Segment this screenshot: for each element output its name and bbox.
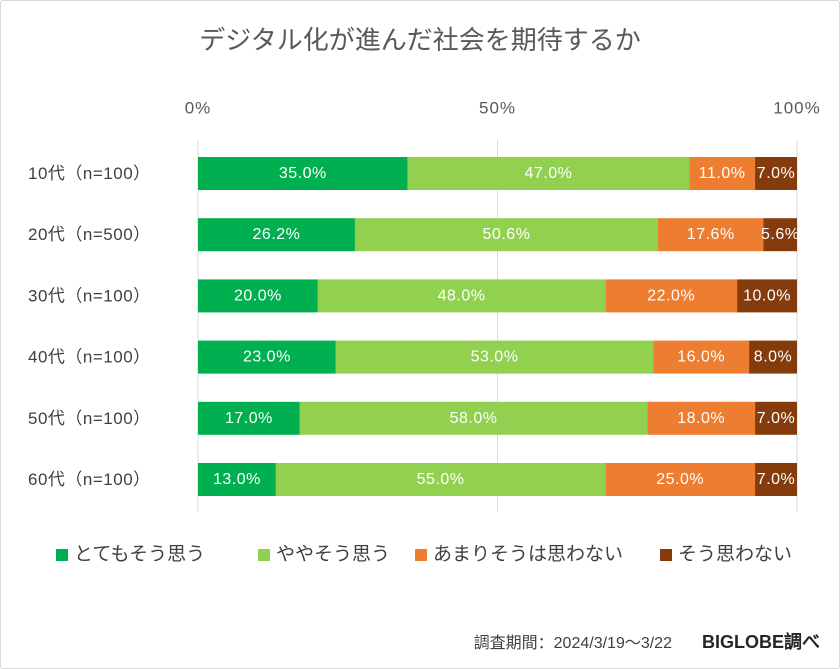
bar-segment xyxy=(275,463,606,496)
data-label: 11.0% xyxy=(699,165,746,182)
category-labels: 10代（n=100） 20代（n=500） 30代（n=100） 40代（n=100）… xyxy=(28,164,151,489)
data-label: 7.0% xyxy=(757,410,795,427)
legend-label: あまりそうは思わない xyxy=(433,544,624,565)
data-label: 55.0% xyxy=(417,471,465,488)
legend-item: そう思わない xyxy=(660,543,792,567)
bars xyxy=(198,157,797,496)
x-tick-label: 50% xyxy=(479,99,516,118)
bar-segment xyxy=(755,463,797,496)
data-label: 7.0% xyxy=(757,165,795,182)
bar-segment xyxy=(198,279,318,313)
bar-segment xyxy=(198,218,355,252)
data-label: 16.0% xyxy=(677,349,725,366)
x-axis-ticks: 0% 50% 100% xyxy=(185,99,820,118)
bar-segment xyxy=(335,340,654,374)
bar-segment xyxy=(354,218,659,252)
data-label: 5.6% xyxy=(761,226,799,243)
data-label: 17.0% xyxy=(225,410,273,427)
data-label: 10.0% xyxy=(743,287,791,304)
data-label: 58.0% xyxy=(450,410,498,427)
legend-label: とてもそう思う xyxy=(74,544,206,565)
bar-segment xyxy=(755,157,797,190)
legend-swatch xyxy=(56,549,68,561)
data-label: 20.0% xyxy=(234,287,282,304)
data-label: 13.0% xyxy=(213,471,261,488)
bar-segment xyxy=(647,401,756,435)
category-label: 10代（n=100） xyxy=(28,164,151,183)
bar-segment xyxy=(755,401,797,435)
bar-segment xyxy=(198,463,276,496)
survey-period: 調査期間：2024/3/19～3/22 xyxy=(473,635,672,652)
bar-segment xyxy=(299,401,648,435)
data-label: 23.0% xyxy=(243,349,291,366)
data-label: 25.0% xyxy=(656,471,704,488)
legend-item: とてもそう思う xyxy=(56,543,205,567)
x-tick-label: 100% xyxy=(773,99,820,118)
data-label: 35.0% xyxy=(279,165,327,182)
legend-swatch xyxy=(258,549,270,561)
chart-title: デジタル化が進んだ社会を期待するか xyxy=(199,25,641,55)
legend-item: ややそう思う xyxy=(258,543,390,567)
bar-segment xyxy=(658,218,764,252)
data-label: 50.6% xyxy=(483,226,531,243)
x-tick-label: 0% xyxy=(185,99,212,118)
data-label: 18.0% xyxy=(677,410,725,427)
category-label: 30代（n=100） xyxy=(28,286,151,305)
data-label: 7.0% xyxy=(757,471,795,488)
bar-segment xyxy=(749,340,797,374)
bar-segment xyxy=(198,401,300,435)
data-label: 47.0% xyxy=(524,165,572,182)
gridlines xyxy=(197,140,798,512)
legend-swatch xyxy=(660,549,672,561)
category-label: 40代（n=100） xyxy=(28,348,151,367)
bar-segment xyxy=(407,157,690,190)
legend-label: そう思わない xyxy=(678,544,793,565)
bar-segment xyxy=(198,157,408,190)
data-label: 48.0% xyxy=(438,287,486,304)
bar-segment xyxy=(763,218,797,252)
data-label: 22.0% xyxy=(647,287,695,304)
data-label: 8.0% xyxy=(754,349,792,366)
legend-swatch xyxy=(415,549,427,561)
bar-segment xyxy=(605,279,738,313)
data-label: 17.6% xyxy=(687,226,735,243)
bar-segment xyxy=(653,340,750,374)
category-label: 60代（n=100） xyxy=(28,470,151,489)
data-label: 26.2% xyxy=(253,226,301,243)
bar-segment xyxy=(198,340,336,374)
legend-label: ややそう思う xyxy=(276,544,391,565)
data-label: 53.0% xyxy=(471,349,519,366)
bar-segment xyxy=(605,463,756,496)
bar-segment xyxy=(317,279,606,313)
source-credit: BIGLOBE調べ xyxy=(701,632,820,652)
category-label: 50代（n=100） xyxy=(28,409,151,428)
bar-segment xyxy=(689,157,756,190)
bar-segment xyxy=(737,279,797,313)
legend-item: あまりそうは思わない xyxy=(415,543,623,567)
footer: 調査期間：2024/3/19～3/22 BIGLOBE調べ xyxy=(474,628,820,654)
category-label: 20代（n=500） xyxy=(28,225,151,244)
data-labels: 35.0% 47.0% 11.0% 7.0% 26.2% 50.6% 17.6% 5.6% 20… xyxy=(213,165,799,488)
